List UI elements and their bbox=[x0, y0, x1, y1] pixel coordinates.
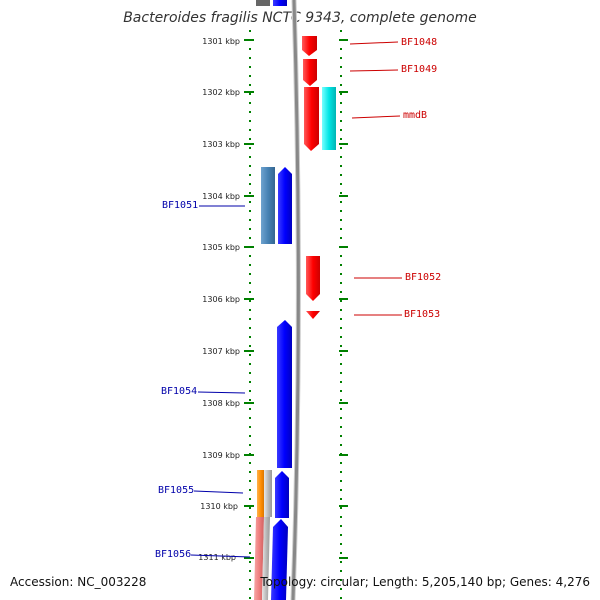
scale-label: 1309 kbp bbox=[202, 451, 240, 460]
tick-mark bbox=[339, 143, 348, 145]
leader-line-bf1055 bbox=[193, 490, 244, 494]
tick-mark bbox=[339, 91, 348, 93]
tick-mark bbox=[244, 350, 254, 352]
scale-label: 1302 kbp bbox=[202, 88, 240, 97]
tick-mark bbox=[339, 39, 348, 41]
feature-forward-mmdb[interactable] bbox=[322, 87, 336, 150]
scale-label: 1308 kbp bbox=[202, 399, 240, 408]
cds-reverse-bf1051[interactable] bbox=[278, 167, 292, 244]
gene-label-bf1053[interactable]: BF1053 bbox=[404, 309, 440, 320]
cds-reverse-bf1054[interactable] bbox=[277, 320, 292, 468]
tick-mark bbox=[339, 350, 348, 352]
gene-label-bf1054[interactable]: BF1054 bbox=[161, 386, 197, 397]
scale-label: 1311 kbp bbox=[198, 553, 236, 562]
tick-mark bbox=[244, 39, 254, 41]
tick-mark bbox=[244, 402, 254, 404]
gene-label-bf1051[interactable]: BF1051 bbox=[162, 200, 198, 211]
top-remnant-cds bbox=[273, 0, 287, 6]
cds-forward-bf1052[interactable] bbox=[306, 256, 320, 301]
gene-label-bf1055[interactable]: BF1055 bbox=[158, 485, 194, 496]
scale-label: 1301 kbp bbox=[202, 37, 240, 46]
feature-reverse-bf1056-grey[interactable] bbox=[262, 517, 270, 600]
scale-label: 1304 kbp bbox=[202, 192, 240, 201]
tick-mark bbox=[244, 505, 254, 507]
leader-line-bf1048 bbox=[349, 41, 399, 45]
leader-line-bf1049 bbox=[349, 69, 399, 72]
gene-label-mmdb[interactable]: mmdB bbox=[403, 110, 427, 121]
left-major-ticks bbox=[244, 39, 254, 559]
scale-label: 1305 kbp bbox=[202, 243, 240, 252]
feature-reverse-bf1056-pink[interactable] bbox=[254, 517, 264, 600]
tick-mark bbox=[339, 454, 348, 456]
tick-mark bbox=[339, 505, 348, 507]
tick-mark bbox=[244, 454, 254, 456]
scale-label: 1303 kbp bbox=[202, 140, 240, 149]
leader-line-bf1056 bbox=[190, 554, 251, 558]
tick-mark bbox=[339, 298, 348, 300]
cds-forward-mmdb[interactable] bbox=[304, 87, 319, 151]
cds-forward-bf1053[interactable] bbox=[306, 311, 320, 319]
tick-mark bbox=[339, 246, 348, 248]
gene-label-bf1052[interactable]: BF1052 bbox=[405, 272, 441, 283]
gene-label-bf1056[interactable]: BF1056 bbox=[155, 549, 191, 560]
feature-reverse-bf1051[interactable] bbox=[261, 167, 275, 244]
feature-reverse-bf1055-grey[interactable] bbox=[264, 470, 272, 517]
cds-forward-bf1048[interactable] bbox=[302, 36, 317, 56]
map-title: Bacteroides fragilis NCTC 9343, complete… bbox=[123, 10, 477, 26]
tick-mark bbox=[244, 246, 254, 248]
gene-label-bf1048[interactable]: BF1048 bbox=[401, 37, 437, 48]
backbone bbox=[291, 0, 300, 600]
cds-forward-bf1049[interactable] bbox=[303, 59, 317, 86]
tick-mark bbox=[339, 557, 348, 559]
feature-reverse-bf1055-orange[interactable] bbox=[257, 470, 265, 517]
tick-mark bbox=[244, 298, 254, 300]
tick-mark bbox=[244, 91, 254, 93]
tick-mark bbox=[339, 402, 348, 404]
tick-mark bbox=[244, 195, 254, 197]
cds-reverse-bf1056[interactable] bbox=[271, 519, 288, 600]
tick-mark bbox=[339, 195, 348, 197]
topology-label: Topology: circular; Length: 5,205,140 bp… bbox=[260, 575, 590, 589]
scale-labels: 1301 kbp 1302 kbp 1303 kbp 1304 kbp 1305… bbox=[198, 37, 240, 562]
leader-line-bf1054 bbox=[197, 391, 246, 394]
scale-label: 1310 kbp bbox=[200, 502, 238, 511]
tick-mark bbox=[244, 557, 254, 559]
leader-line-mmdb bbox=[351, 115, 401, 119]
top-remnant-feature bbox=[256, 0, 270, 6]
cds-reverse-bf1055[interactable] bbox=[275, 471, 289, 518]
right-major-ticks bbox=[339, 39, 348, 559]
gene-label-bf1049[interactable]: BF1049 bbox=[401, 64, 437, 75]
scale-label: 1306 kbp bbox=[202, 295, 240, 304]
accession-label: Accession: NC_003228 bbox=[10, 575, 147, 589]
scale-label: 1307 kbp bbox=[202, 347, 240, 356]
tick-mark bbox=[244, 143, 254, 145]
